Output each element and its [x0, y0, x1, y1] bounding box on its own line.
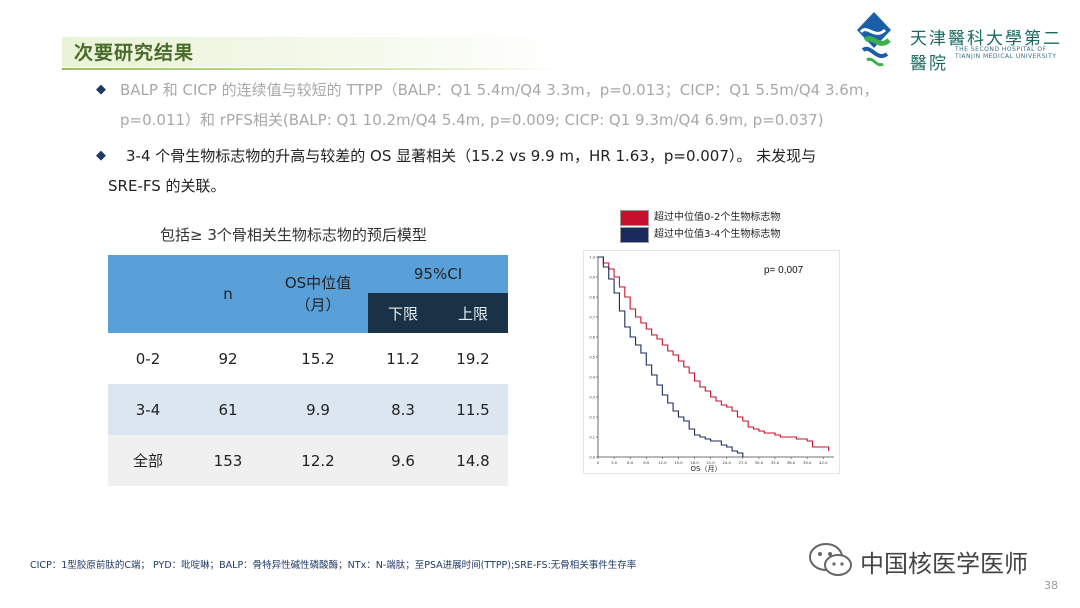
title-underline	[62, 68, 562, 70]
x-tick-label: 0	[597, 460, 600, 465]
y-tick-label: 0.5	[589, 356, 595, 360]
legend-label: 超过中位值3-4个生物标志物	[654, 229, 781, 240]
chart-legend: 超过中位值0-2个生物标志物 超过中位值3-4个生物标志物	[620, 209, 780, 243]
x-tick-label: 42.0	[819, 460, 828, 465]
diamond-bullet-icon: ◆	[96, 148, 106, 163]
y-tick-label: 0.0	[589, 456, 595, 460]
km-series-line-0	[598, 256, 830, 451]
table-row: 全部 153 12.2 9.6 14.8	[108, 435, 508, 486]
x-tick-label: 39.0	[803, 460, 812, 465]
cell-lower: 8.3	[391, 400, 415, 419]
y-tick-label: 0.2	[589, 416, 595, 420]
diamond-bullet-icon: ◆	[96, 82, 106, 97]
table-caption: 包括≥ 3个骨相关生物标志物的预后模型	[160, 226, 427, 244]
prognostic-model-table: n OS中位值 （月） 95%CI 下限 上限 0-2 92 15.2 11.2…	[108, 255, 508, 486]
x-tick-label: 3.0	[611, 460, 618, 465]
km-chart-panel: 0.0 0.1 0.2 0.3 0.4 0.5 0.6 0.7 0.8 0.9 1.0 0 3.0 6.0…	[571, 250, 840, 474]
cell-n: 61	[218, 400, 238, 419]
page-number: 38	[1044, 579, 1058, 592]
legend-swatch-navy	[620, 227, 649, 243]
y-tick-label: 0.3	[589, 396, 595, 400]
cell-lower: 9.6	[391, 451, 415, 470]
x-tick-label: 6.0	[627, 460, 634, 465]
y-tick-label: 0.9	[589, 276, 595, 280]
x-tick-label: 36.0	[787, 460, 796, 465]
cell-upper: 19.2	[456, 349, 490, 368]
header-group	[108, 255, 188, 333]
legend-item: 超过中位值0-2个生物标志物	[620, 209, 780, 226]
table-row: 0-2 92 15.2 11.2 19.2	[108, 333, 508, 384]
bullet-balp-cicp: ◆ BALP 和 CICP 的连续值与较短的 TTPP（BALP：Q1 5.4m…	[96, 75, 910, 135]
x-tick-label: 33.0	[771, 460, 780, 465]
km-chart: 0.0 0.1 0.2 0.3 0.4 0.5 0.6 0.7 0.8 0.9 1.0 0 3.0 6.0…	[571, 256, 834, 473]
cell-n: 153	[213, 451, 243, 470]
legend-swatch-red	[620, 210, 649, 226]
hospital-name-en-2: TIANJIN MEDICAL UNIVERSITY	[955, 53, 1057, 60]
x-axis-label: OS（月）	[691, 465, 722, 473]
x-tick-label: 9.0	[643, 460, 650, 465]
header-upper: 上限	[438, 293, 508, 333]
hospital-name-en-1: THE SECOND HOSPITAL OF	[955, 46, 1047, 53]
cell-upper: 14.8	[456, 451, 490, 470]
header-n: n	[188, 255, 268, 333]
x-tick-label: 18.0	[690, 460, 699, 465]
cell-group: 3-4	[135, 400, 161, 419]
header-os-median: OS中位值 （月）	[268, 255, 368, 333]
cell-lower: 11.2	[386, 349, 420, 368]
hospital-logo-icon	[857, 12, 891, 67]
wechat-icon	[809, 543, 852, 576]
title-bar	[62, 37, 562, 67]
cell-os: 9.9	[306, 400, 330, 419]
cell-os: 12.2	[301, 451, 335, 470]
bullet-line: p=0.011）和 rPFS相关(BALP: Q1 10.2m/Q4 5.4m,…	[120, 111, 824, 129]
y-tick-label: 1.0	[589, 256, 595, 260]
x-tick-label: 12.0	[658, 460, 667, 465]
y-tick-label: 0.4	[589, 376, 595, 380]
bullet-line: 3-4 个骨生物标志物的升高与较差的 OS 显著相关（15.2 vs 9.9 m…	[126, 147, 817, 165]
x-tick-label: 21.0	[706, 460, 715, 465]
cell-upper: 11.5	[456, 400, 490, 419]
p-value-annotation: p= 0,007	[764, 265, 804, 276]
watermark-text: 中国核医学医师	[860, 550, 1028, 578]
page-title: 次要研究结果	[74, 42, 195, 64]
cell-group: 0-2	[135, 349, 161, 368]
y-tick-label: 0.1	[589, 436, 595, 440]
hospital-name: 天津醫科大學第二醫院	[910, 29, 1062, 74]
y-tick-label: 0.6	[589, 336, 595, 340]
y-tick-label: 0.7	[589, 316, 595, 320]
x-tick-label: 27.0	[739, 460, 748, 465]
km-series-line-1	[598, 256, 744, 457]
legend-label: 超过中位值0-2个生物标志物	[654, 212, 781, 223]
x-tick-label: 30.0	[755, 460, 764, 465]
header-ci: 95%CI	[368, 255, 508, 293]
header-lower: 下限	[368, 293, 438, 333]
bullet-line: BALP 和 CICP 的连续值与较短的 TTPP（BALP：Q1 5.4m/Q…	[120, 81, 879, 99]
x-tick-label: 24.0	[722, 460, 731, 465]
cell-n: 92	[218, 349, 238, 368]
footnote: CICP：1型胶原前肽的C端； PYD：吡啶啉；BALP：骨特异性碱性磷酸酶；N…	[30, 560, 637, 571]
cell-os: 15.2	[301, 349, 335, 368]
bullet-line: SRE-FS 的关联。	[108, 177, 226, 195]
bullet-os: ◆ 3-4 个骨生物标志物的升高与较差的 OS 显著相关（15.2 vs 9.9…	[96, 141, 910, 201]
cell-group: 全部	[132, 452, 163, 470]
y-tick-label: 0.8	[589, 296, 595, 300]
legend-item: 超过中位值3-4个生物标志物	[620, 226, 780, 243]
x-tick-label: 15.0	[674, 460, 683, 465]
table-row: 3-4 61 9.9 8.3 11.5	[108, 384, 508, 435]
